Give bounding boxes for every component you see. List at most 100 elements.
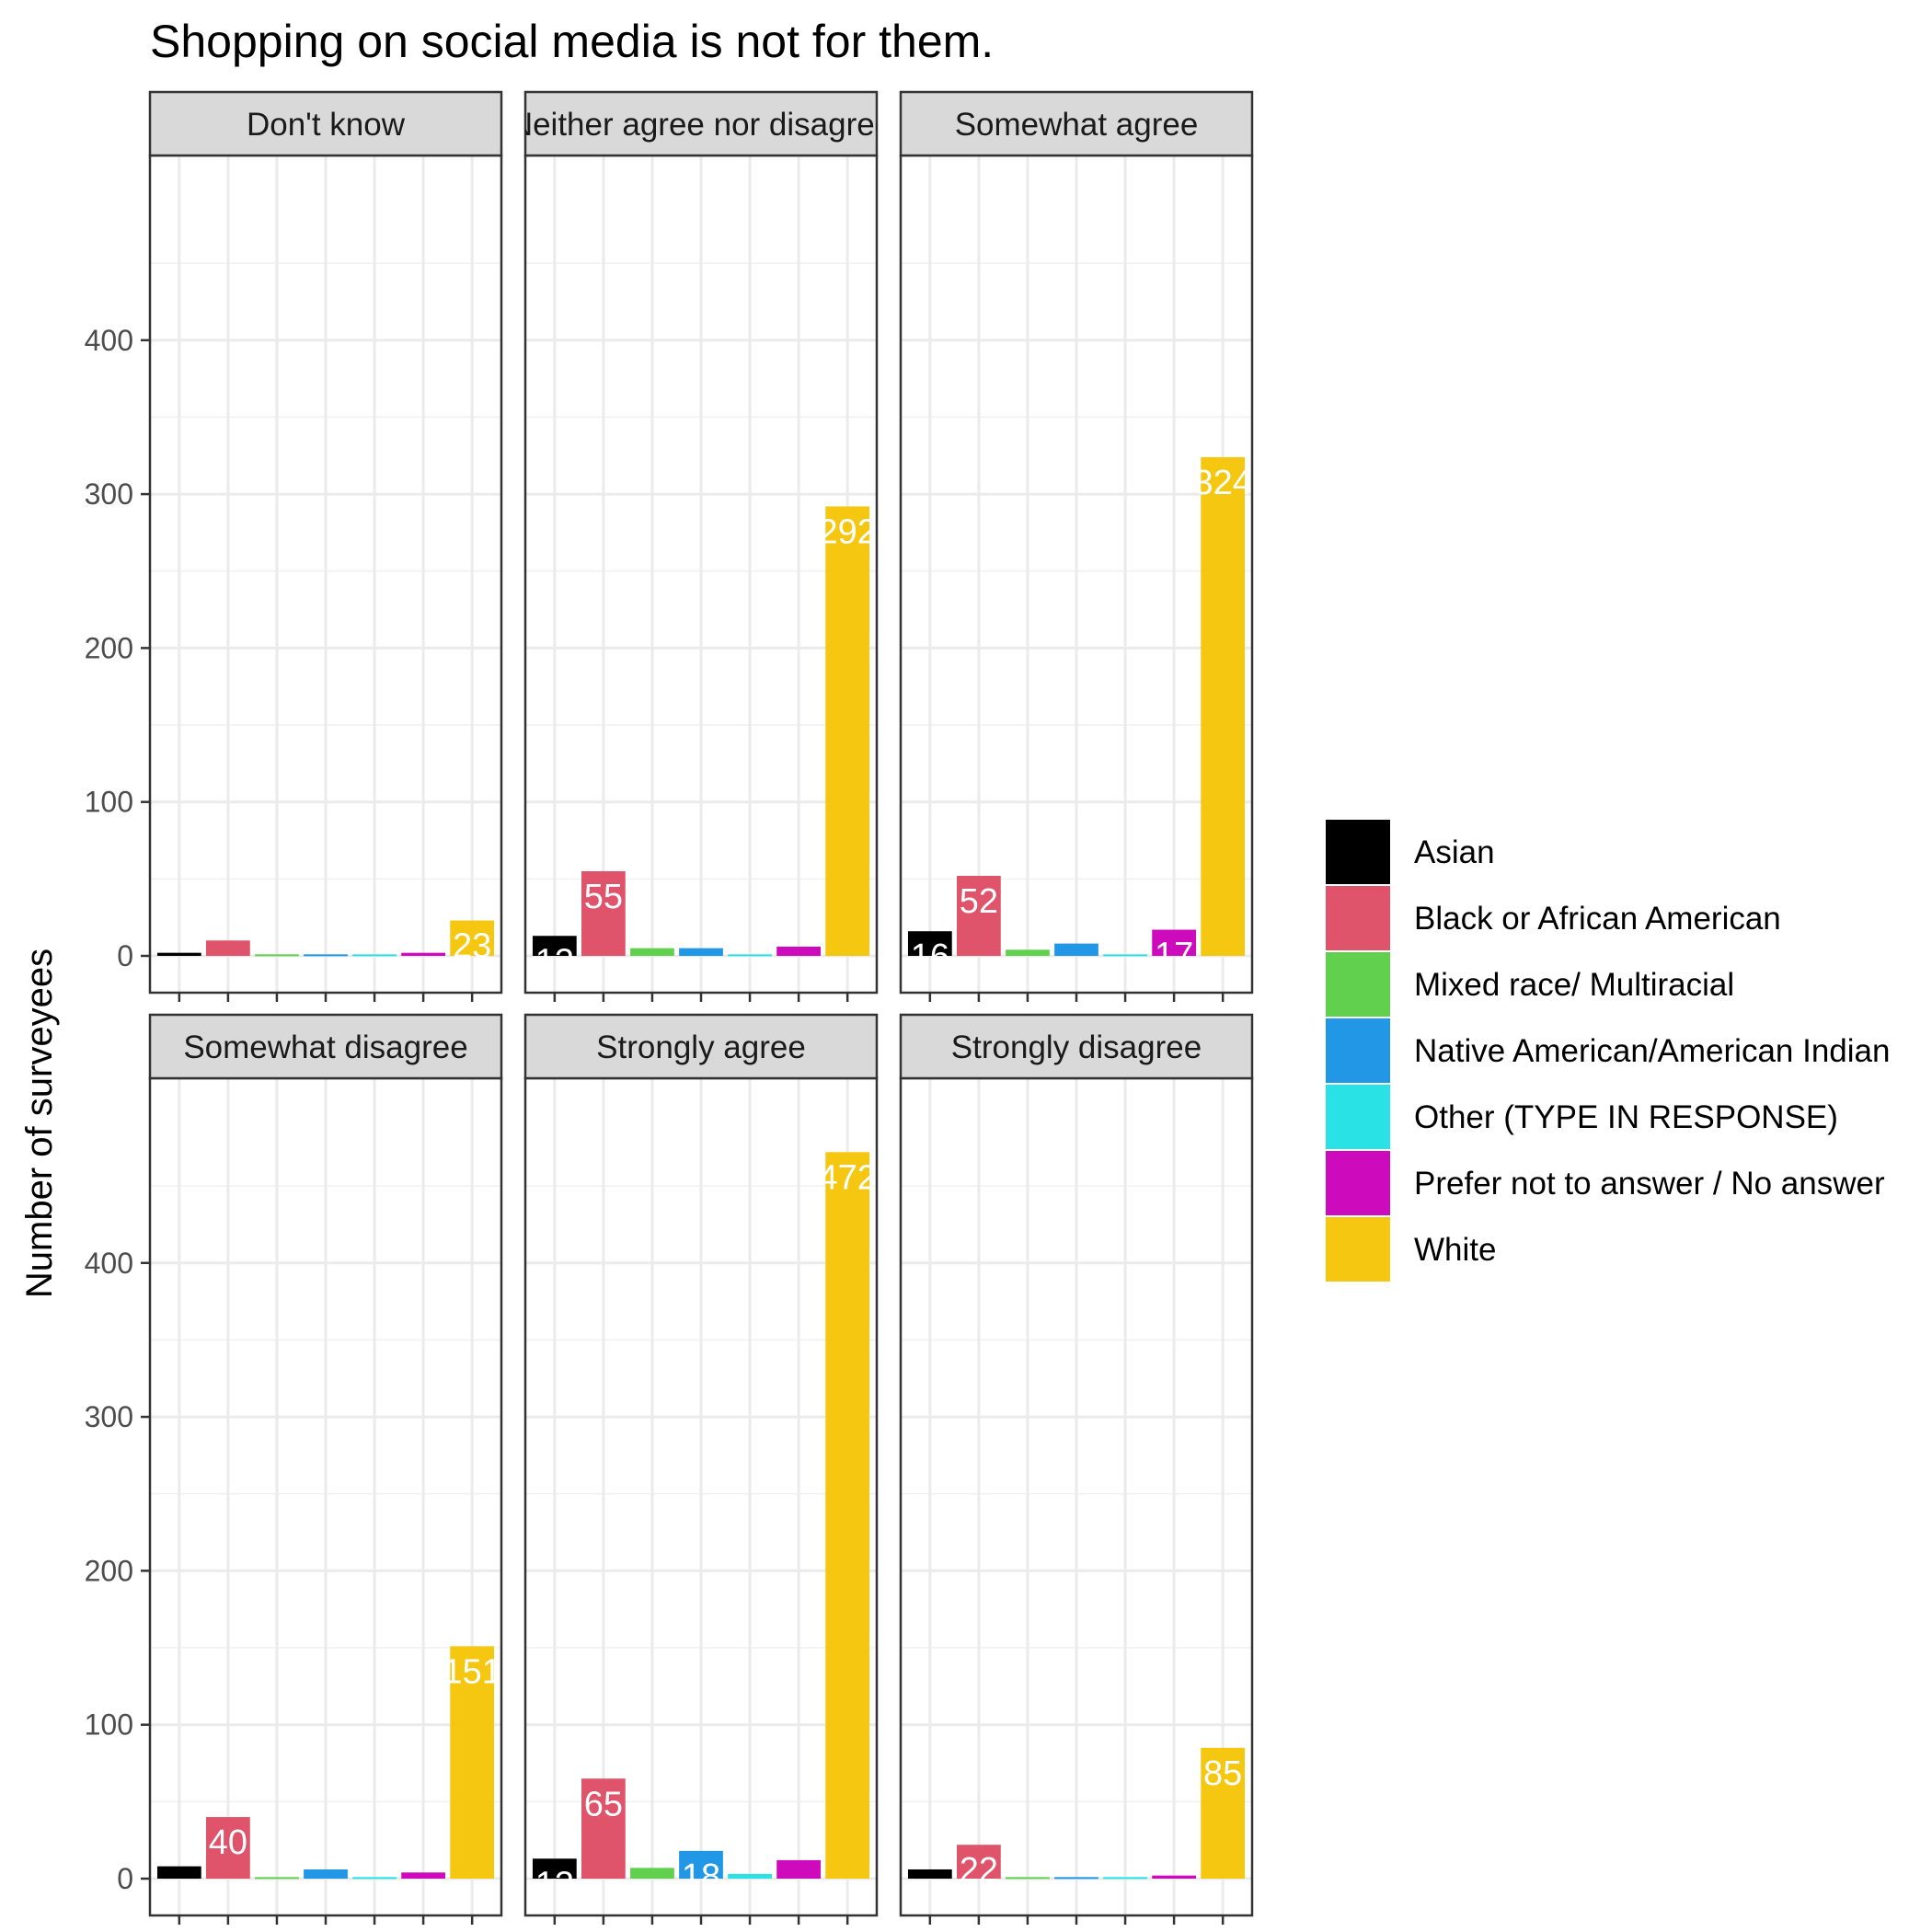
facet-strip [899,90,1254,157]
bar [957,876,1001,956]
facet-panel: 13 65 18 472 Strongly agree [523,1013,879,1925]
bar [679,1850,723,1879]
facet-strip [523,90,879,157]
bars: 13 65 18 472 [532,1152,877,1903]
bar-value-label: 85 [1203,1754,1242,1793]
legend-label: Asian [1414,834,1495,870]
bar [1152,929,1196,956]
facet-strip-label: Neither agree nor disagree [510,107,892,143]
bar [776,946,821,956]
bar [352,1877,397,1880]
bar [630,948,674,956]
bar [532,1858,577,1879]
bars: 23 [156,920,495,966]
y-tick-label: 0 [117,1862,133,1895]
facet-strip-label: Strongly agree [596,1029,806,1065]
y-tick-label: 200 [85,631,133,664]
bar [156,1866,201,1879]
facet-strip [899,1013,1254,1080]
bar [255,954,299,957]
bar [1006,1877,1050,1880]
legend-key [1324,1017,1392,1085]
bar-value-label: 17 [1155,937,1193,975]
legend-key [1324,1215,1392,1283]
facet-panel: 22 85 Strongly disagree [899,1013,1254,1925]
bar [206,940,250,956]
legend-key [1324,1083,1392,1151]
legend-label: Native American/American Indian [1414,1033,1890,1069]
bar [825,1152,870,1879]
legend-key [1324,950,1392,1018]
bar [401,1872,445,1879]
y-tick-label: 300 [85,477,133,511]
legend-label: Mixed race/ Multiracial [1414,967,1734,1003]
legend: Asian Black or African American Mixed race… [1324,818,1890,1283]
bar-value-label: 23 [453,927,491,966]
bar [156,952,201,956]
bar [1006,949,1050,956]
bars: 40 151 [156,1646,501,1880]
bar [1201,456,1246,956]
legend-label: Prefer not to answer / No answer [1414,1166,1885,1202]
bar [825,506,870,956]
bar-value-label: 22 [960,1851,998,1890]
facet-strip-label: Somewhat disagree [183,1029,467,1065]
bar [352,954,397,957]
y-tick-label: 300 [85,1400,133,1433]
bar-value-label: 151 [443,1652,500,1691]
bar [957,1845,1001,1879]
y-tick-label: 100 [85,1708,133,1742]
bar [206,1817,250,1879]
facet-panel: 23 Don't know 0 100 200 300 400 [85,90,503,1002]
bar-value-label: 65 [584,1785,623,1823]
bar [679,948,723,956]
bar-value-label: 52 [960,882,998,921]
bar [1054,943,1098,956]
gridlines [150,155,501,993]
bar [776,1859,821,1879]
facet-strip [148,1013,503,1080]
bar [304,1869,348,1879]
legend-label: Black or African American [1414,901,1781,937]
bar-value-label: 292 [818,512,876,551]
bars: 13 55 292 [532,506,877,981]
bar [581,1778,626,1879]
bar-value-label: 472 [818,1158,876,1197]
bar-value-label: 18 [682,1857,720,1896]
bar [1152,1875,1196,1879]
bar [728,1873,772,1879]
legend-key [1324,884,1392,952]
facet-panel: 16 52 17 324 Somewhat agree [899,90,1254,1002]
bar [728,954,772,957]
bar [1103,954,1147,957]
y-tick-label: 200 [85,1554,133,1587]
facet-strip-label: Don't know [247,107,406,143]
bar [1103,1877,1147,1880]
y-tick-label: 100 [85,786,133,819]
bars: 22 85 [907,1747,1246,1890]
bar [907,1869,952,1879]
facet-panel: 13 55 292 Neither agree nor disagree [510,90,892,1002]
bar [907,931,952,956]
bar [581,870,626,956]
gridlines [901,1078,1252,1915]
legend-label: Other (TYPE IN RESPONSE) [1414,1099,1838,1135]
bar [401,952,445,956]
y-tick-label: 400 [85,324,133,357]
bar-value-label: 55 [584,878,623,916]
facet-strip [148,90,503,157]
bar [1201,1747,1246,1879]
bar [630,1868,674,1879]
legend-key [1324,1149,1392,1217]
gridlines [901,155,1252,993]
gridlines [525,1078,877,1915]
bar-value-label: 324 [1193,464,1251,502]
bar-value-label: 40 [209,1823,247,1862]
legend-key [1324,818,1392,886]
bars: 16 52 17 324 [907,456,1252,976]
bar [450,920,495,956]
bar [304,954,348,957]
facet-panel: 40 151 Somewhat disagree 0 100 200 300 400 [85,1013,503,1925]
